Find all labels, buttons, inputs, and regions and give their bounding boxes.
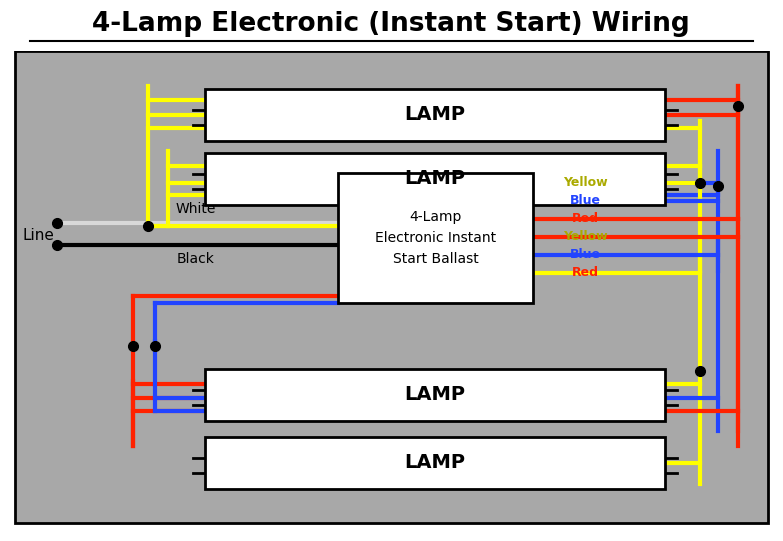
Text: LAMP: LAMP [405, 453, 466, 472]
Bar [205, 89, 665, 141]
Bar [15, 51, 768, 523]
Bar [205, 369, 665, 421]
Text: 4-Lamp
Electronic Instant
Start Ballast: 4-Lamp Electronic Instant Start Ballast [375, 210, 496, 266]
Text: Yellow: Yellow [563, 230, 608, 243]
Text: Red: Red [572, 213, 598, 226]
Text: LAMP: LAMP [405, 386, 466, 405]
Bar [205, 437, 665, 489]
Text: Red: Red [572, 267, 598, 280]
Bar [0, 0, 783, 51]
Text: White: White [176, 202, 216, 216]
Text: 4-Lamp Electronic (Instant Start) Wiring: 4-Lamp Electronic (Instant Start) Wiring [92, 11, 690, 37]
Text: Blue: Blue [569, 248, 601, 261]
Text: Yellow: Yellow [563, 176, 608, 189]
Text: LAMP: LAMP [405, 169, 466, 188]
Bar [205, 153, 665, 205]
Text: Black: Black [177, 252, 215, 266]
Bar [338, 173, 533, 303]
Text: Line: Line [22, 228, 54, 243]
Text: Blue: Blue [569, 195, 601, 208]
Text: LAMP: LAMP [405, 105, 466, 124]
